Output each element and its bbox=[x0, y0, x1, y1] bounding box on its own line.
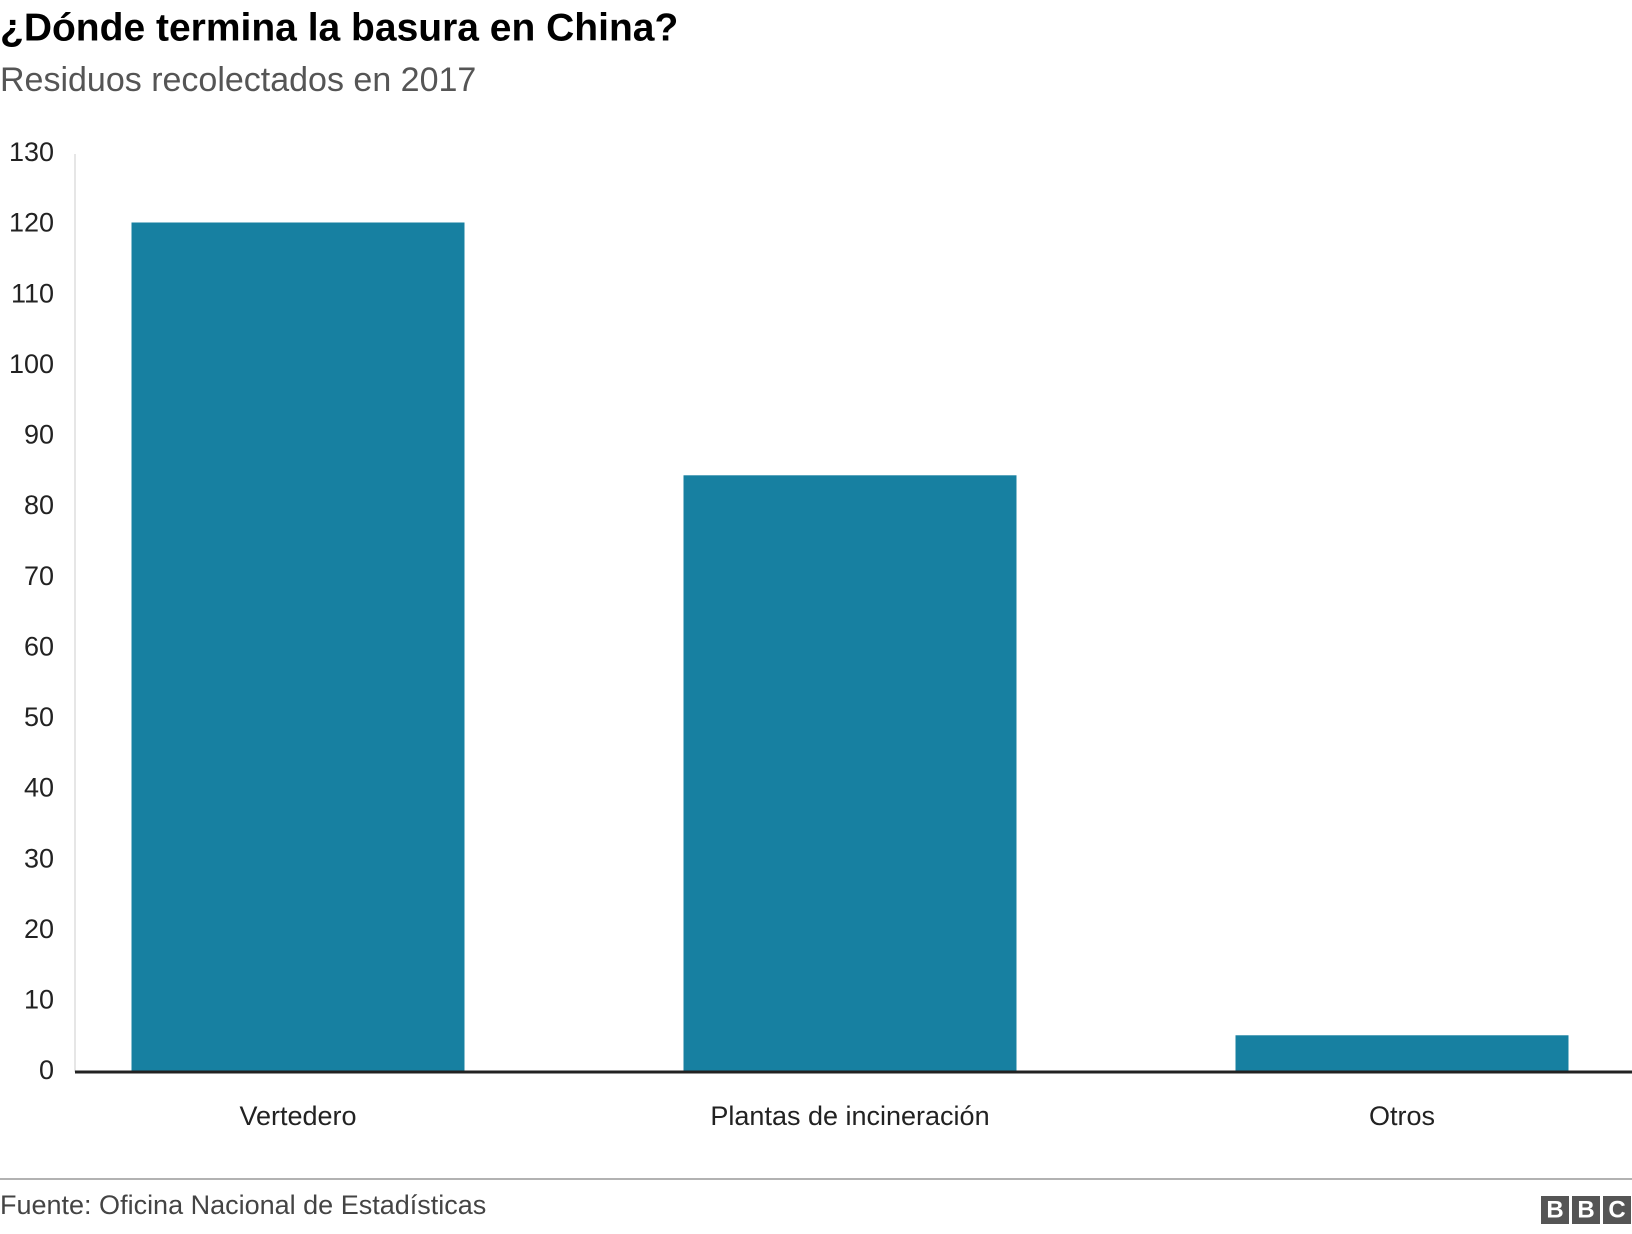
y-tick-label: 120 bbox=[9, 208, 54, 238]
y-tick-label: 70 bbox=[24, 561, 54, 591]
logo-letter: B bbox=[1546, 1196, 1563, 1223]
y-tick-label: 50 bbox=[24, 702, 54, 732]
logo-box bbox=[1572, 1196, 1600, 1224]
logo-letter: C bbox=[1608, 1196, 1625, 1223]
y-tick-label: 0 bbox=[39, 1055, 54, 1085]
logo-box bbox=[1541, 1196, 1569, 1224]
bar bbox=[131, 222, 465, 1072]
logo-letter: B bbox=[1577, 1196, 1594, 1223]
y-tick-label: 30 bbox=[24, 843, 54, 873]
y-tick-label: 10 bbox=[24, 985, 54, 1015]
x-tick-label: Vertedero bbox=[239, 1101, 356, 1131]
y-tick-label: 90 bbox=[24, 420, 54, 450]
chart-title: ¿Dónde termina la basura en China? bbox=[0, 6, 678, 49]
bar bbox=[1235, 1035, 1569, 1072]
bar bbox=[683, 475, 1017, 1072]
x-tick-label: Plantas de incineración bbox=[710, 1101, 989, 1131]
y-tick-label: 80 bbox=[24, 490, 54, 520]
logo-box bbox=[1603, 1196, 1631, 1224]
y-tick-label: 20 bbox=[24, 914, 54, 944]
y-tick-label: 100 bbox=[9, 349, 54, 379]
y-tick-label: 40 bbox=[24, 773, 54, 803]
y-tick-label: 130 bbox=[9, 137, 54, 167]
y-tick-label: 110 bbox=[11, 278, 54, 308]
y-tick-label: 60 bbox=[24, 631, 54, 661]
source: Fuente: Oficina Nacional de Estadísticas bbox=[0, 1190, 486, 1220]
x-tick-label: Otros bbox=[1369, 1101, 1435, 1131]
chart-subtitle: Residuos recolectados en 2017 bbox=[0, 61, 476, 99]
